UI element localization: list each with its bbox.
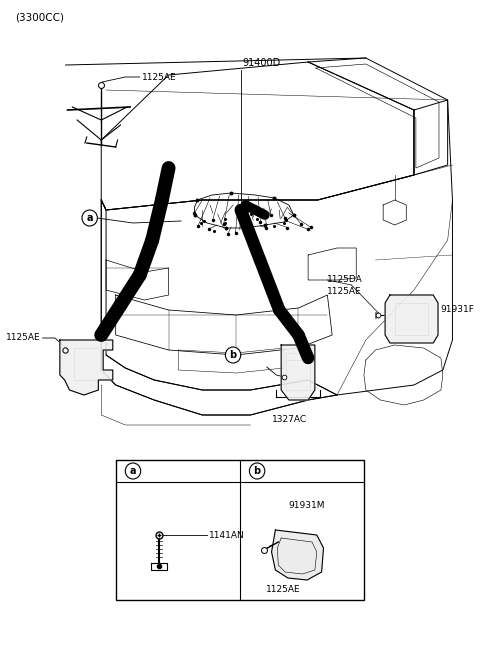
Text: 91400D: 91400D	[243, 58, 281, 68]
Text: 1125AE: 1125AE	[266, 586, 300, 594]
Text: 1125AE: 1125AE	[327, 287, 362, 295]
Text: 91931M: 91931M	[288, 501, 324, 510]
Text: b: b	[253, 466, 261, 476]
Text: 1125AE: 1125AE	[6, 333, 41, 342]
Circle shape	[125, 463, 141, 479]
Text: 91931F: 91931F	[440, 306, 474, 314]
Text: 1327AC: 1327AC	[272, 415, 307, 424]
Text: a: a	[130, 466, 136, 476]
Text: 1125DA: 1125DA	[327, 276, 363, 285]
Polygon shape	[385, 295, 438, 343]
Bar	[116, 460, 364, 600]
Circle shape	[226, 347, 241, 363]
Polygon shape	[272, 530, 324, 580]
Text: 1141AN: 1141AN	[209, 531, 245, 539]
Text: a: a	[86, 213, 93, 223]
Text: b: b	[229, 350, 237, 360]
Text: 1125AE: 1125AE	[142, 73, 176, 81]
Polygon shape	[281, 345, 315, 400]
Circle shape	[250, 463, 265, 479]
Text: (3300CC): (3300CC)	[14, 12, 64, 22]
Circle shape	[82, 210, 97, 226]
Polygon shape	[60, 340, 113, 395]
